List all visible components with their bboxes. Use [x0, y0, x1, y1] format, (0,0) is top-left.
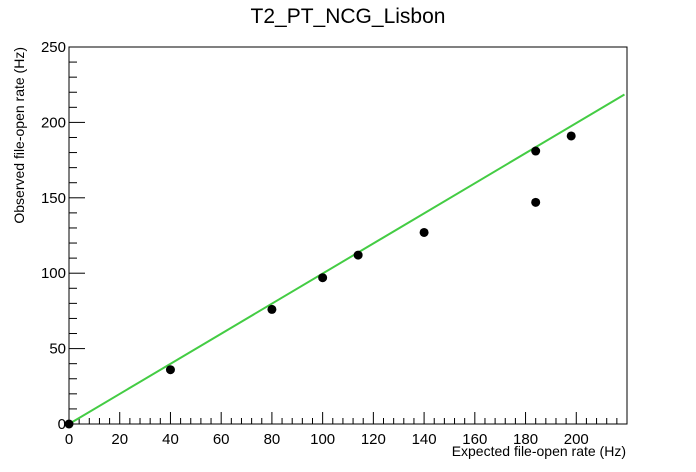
data-point [531, 146, 541, 156]
x-tick-label: 160 [462, 431, 487, 448]
x-tick-label: 100 [310, 431, 335, 448]
x-axis-title: Expected file-open rate (Hz) [452, 443, 626, 459]
chart-title: T2_PT_NCG_Lisbon [251, 5, 446, 28]
x-tick-label: 60 [213, 431, 230, 448]
y-axis-title: Observed file-open rate (Hz) [11, 47, 27, 224]
data-point [318, 273, 328, 283]
data-point [64, 419, 74, 429]
data-point [531, 197, 541, 207]
x-axis: 0 20 40 60 80 100 120 140 160 180 200 [65, 412, 628, 448]
data-point [566, 131, 576, 141]
x-tick-label: 140 [412, 431, 437, 448]
data-point [267, 304, 277, 314]
data-point [165, 365, 175, 375]
x-tick-label: 40 [162, 431, 179, 448]
y-tick-label: 200 [41, 114, 66, 131]
data-point [419, 227, 429, 237]
x-tick-label: 20 [111, 431, 128, 448]
y-tick-label: 150 [41, 190, 66, 207]
y-tick-label: 250 [41, 39, 66, 56]
plot-frame [68, 46, 628, 425]
data-point [353, 250, 363, 260]
x-tick-label: 80 [264, 431, 281, 448]
x-tick-label: 120 [361, 431, 386, 448]
y-tick-label: 0 [58, 416, 66, 433]
y-tick-label: 100 [41, 265, 66, 282]
x-tick-label: 0 [65, 431, 73, 448]
data-points [64, 131, 576, 429]
x-tick-label: 200 [564, 431, 589, 448]
y-tick-label: 50 [49, 341, 66, 358]
x-tick-label: 180 [513, 431, 538, 448]
